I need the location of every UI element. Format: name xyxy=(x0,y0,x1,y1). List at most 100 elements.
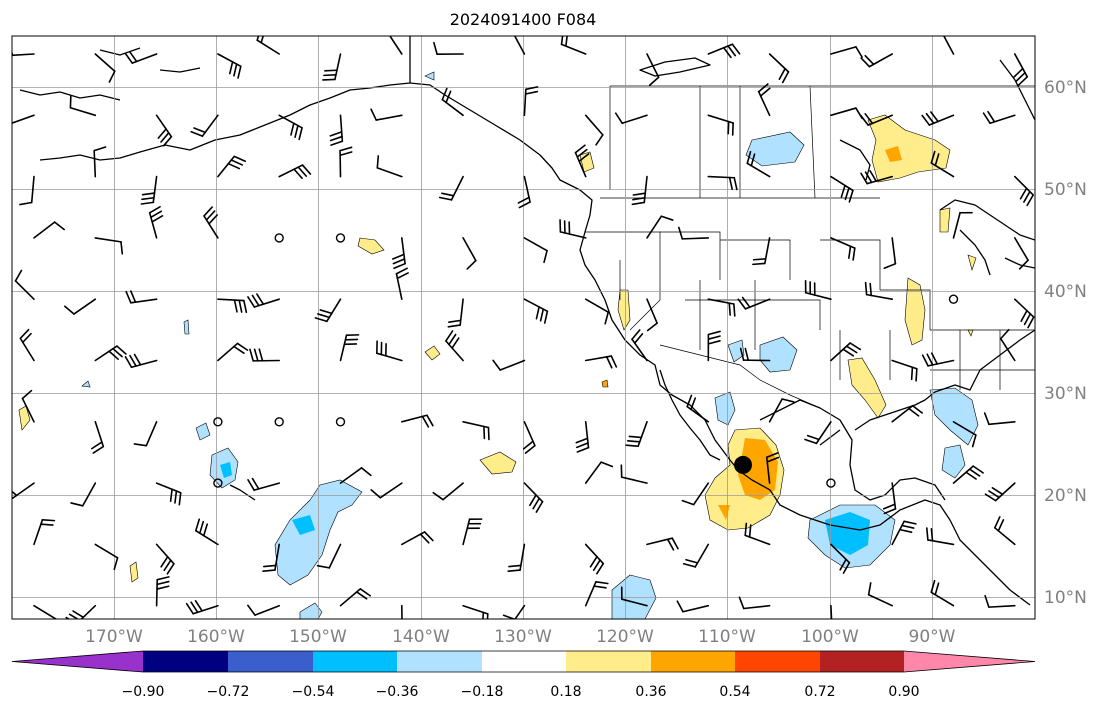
wind-barb xyxy=(155,114,173,147)
wind-barb xyxy=(376,340,403,362)
wind-barb xyxy=(278,114,303,141)
wind-barb xyxy=(329,114,344,146)
wind-barb xyxy=(462,518,483,546)
wind-barb xyxy=(804,279,832,301)
wind-barb xyxy=(70,482,97,507)
wind-barb xyxy=(316,543,342,569)
wind-barb xyxy=(433,41,464,56)
wind-barb xyxy=(523,237,548,264)
wind-barb xyxy=(625,420,648,448)
wind-barb xyxy=(757,83,771,117)
latitude-labels: 60°N 50°N 40°N 30°N 20°N 10°N xyxy=(1044,78,1087,608)
wind-barb xyxy=(69,94,97,117)
colorbar-bin xyxy=(566,651,651,672)
calm-wind-circle xyxy=(274,233,284,243)
wind-barb xyxy=(124,50,158,64)
wind-barb xyxy=(737,296,771,310)
wind-barb xyxy=(952,420,977,448)
wind-barb xyxy=(93,146,107,178)
wind-barb xyxy=(882,482,897,515)
positive-anomaly-shading xyxy=(18,114,977,583)
wind-barb xyxy=(203,206,219,239)
wind-barb xyxy=(395,267,409,301)
colorbar-bin xyxy=(482,651,566,672)
wind-barb xyxy=(952,465,984,484)
wind-barb xyxy=(559,219,587,239)
colorbar-label: −0.18 xyxy=(461,684,504,700)
wind-barb xyxy=(94,345,127,362)
wind-barb xyxy=(94,53,116,83)
wind-barb xyxy=(584,581,609,607)
lat-label-40: 40°N xyxy=(1044,282,1087,302)
wind-barb xyxy=(584,461,614,484)
wind-barb xyxy=(33,221,65,239)
calm-wind-circle xyxy=(826,478,836,488)
longitude-labels: 170°W 160°W 150°W 140°W 130°W 120°W 110°… xyxy=(85,627,956,647)
wind-barb xyxy=(445,330,464,362)
storm-center-marker xyxy=(734,455,753,474)
wind-barb xyxy=(682,543,710,568)
lon-label-160w: 160°W xyxy=(187,627,245,647)
map-title: 2024091400 F084 xyxy=(450,10,597,29)
wind-barb xyxy=(942,36,955,55)
calm-wind-circle xyxy=(335,417,346,427)
wind-barb xyxy=(339,588,372,607)
wind-barb xyxy=(930,579,955,607)
wind-barb xyxy=(631,175,648,206)
lat-label-20: 20°N xyxy=(1044,486,1087,506)
wind-barb xyxy=(999,328,1016,362)
calm-wind-circle xyxy=(213,417,223,427)
wind-barb xyxy=(930,150,955,178)
colorbar-label: −0.54 xyxy=(292,684,335,700)
colorbar-label: 0.18 xyxy=(550,684,581,700)
wind-barb xyxy=(389,36,403,55)
wind-barb xyxy=(925,527,955,546)
wind-barb xyxy=(830,237,856,261)
wind-barb xyxy=(584,543,605,575)
wind-barb xyxy=(891,359,918,382)
wind-barb xyxy=(94,543,119,571)
wind-barb xyxy=(883,237,897,270)
wind-barb xyxy=(63,298,97,315)
lon-label-100w: 100°W xyxy=(801,627,859,647)
wind-barb xyxy=(148,205,164,239)
wind-barb xyxy=(984,482,1016,502)
lon-label-120w: 120°W xyxy=(596,627,654,647)
wind-barb xyxy=(217,342,249,362)
wind-barb xyxy=(339,146,353,178)
wind-barb xyxy=(447,298,464,328)
wind-barb xyxy=(133,420,158,447)
lat-label-10: 10°N xyxy=(1044,588,1087,608)
wind-barb xyxy=(155,543,175,575)
colorbar-bin xyxy=(228,651,313,672)
colorbar-extend-low xyxy=(12,651,143,672)
calm-wind-circle xyxy=(335,233,346,243)
wind-barb xyxy=(217,53,242,79)
wind-barb xyxy=(462,420,490,441)
lon-label-110w: 110°W xyxy=(698,627,756,647)
wind-barb xyxy=(523,86,539,117)
wind-barb xyxy=(262,543,281,573)
wind-barb xyxy=(584,355,618,369)
wind-barb xyxy=(247,477,281,491)
political-borders xyxy=(585,85,1035,409)
wind-barb xyxy=(744,522,771,546)
wind-barb xyxy=(14,269,35,301)
colorbar-label: 0.36 xyxy=(635,684,666,700)
wind-barb xyxy=(492,359,526,371)
wind-barb xyxy=(33,519,56,546)
wind-barb xyxy=(194,518,219,546)
wind-barb xyxy=(12,114,35,124)
wind-barb xyxy=(681,482,710,506)
lon-label-170w: 170°W xyxy=(85,627,143,647)
wind-barb xyxy=(686,394,710,423)
wind-barb xyxy=(94,237,124,255)
wind-barb xyxy=(91,420,105,454)
wind-barb xyxy=(765,452,780,484)
colorbar-label: 0.54 xyxy=(719,684,750,700)
lat-label-30: 30°N xyxy=(1044,384,1087,404)
wind-barb xyxy=(746,150,771,178)
wind-barb xyxy=(278,164,312,180)
wind-barb xyxy=(523,482,544,513)
wind-barb xyxy=(339,467,372,484)
